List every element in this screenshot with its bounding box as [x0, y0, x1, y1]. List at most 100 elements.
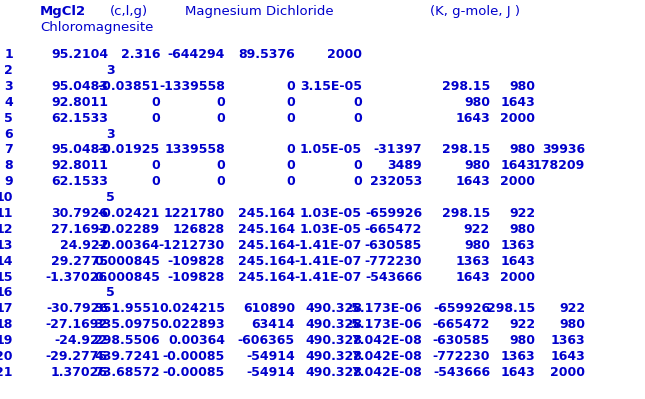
Text: 1339558: 1339558 — [164, 143, 225, 156]
Text: (c,l,g): (c,l,g) — [110, 5, 148, 18]
Text: 30.7926: 30.7926 — [51, 207, 108, 220]
Text: 490.328: 490.328 — [305, 334, 362, 347]
Text: 0: 0 — [286, 143, 295, 156]
Text: 0: 0 — [286, 112, 295, 124]
Text: 7: 7 — [5, 143, 13, 156]
Text: 980: 980 — [559, 318, 585, 331]
Text: 92.8011: 92.8011 — [51, 96, 108, 109]
Text: 6: 6 — [5, 128, 13, 140]
Text: 92.8011: 92.8011 — [51, 159, 108, 172]
Text: 20: 20 — [0, 350, 13, 363]
Text: (K, g-mole, J ): (K, g-mole, J ) — [430, 5, 520, 18]
Text: 980: 980 — [509, 223, 535, 236]
Text: 63414: 63414 — [252, 318, 295, 331]
Text: 3489: 3489 — [388, 159, 422, 172]
Text: 2000: 2000 — [500, 112, 535, 124]
Text: 298.15: 298.15 — [442, 80, 490, 93]
Text: 335.0975: 335.0975 — [94, 318, 160, 331]
Text: 298.5506: 298.5506 — [94, 334, 160, 347]
Text: 298.15: 298.15 — [442, 143, 490, 156]
Text: 13: 13 — [0, 239, 13, 252]
Text: 1.03E-05: 1.03E-05 — [300, 207, 362, 220]
Text: 19: 19 — [0, 334, 13, 347]
Text: 1: 1 — [5, 48, 13, 61]
Text: -109828: -109828 — [168, 255, 225, 268]
Text: 980: 980 — [509, 80, 535, 93]
Text: 922: 922 — [509, 207, 535, 220]
Text: 8: 8 — [5, 159, 13, 172]
Text: 7.042E-08: 7.042E-08 — [352, 366, 422, 379]
Text: 24.922: 24.922 — [59, 239, 108, 252]
Text: -1.41E-07: -1.41E-07 — [295, 271, 362, 284]
Text: 0.00364: 0.00364 — [168, 334, 225, 347]
Text: 0: 0 — [216, 159, 225, 172]
Text: 351.9551: 351.9551 — [94, 302, 160, 315]
Text: -644294: -644294 — [168, 48, 225, 61]
Text: 1221780: 1221780 — [164, 207, 225, 220]
Text: 0: 0 — [151, 112, 160, 124]
Text: 298.15: 298.15 — [487, 302, 535, 315]
Text: 1363: 1363 — [550, 334, 585, 347]
Text: 298.15: 298.15 — [442, 207, 490, 220]
Text: -54914: -54914 — [246, 366, 295, 379]
Text: -630585: -630585 — [433, 334, 490, 347]
Text: -54914: -54914 — [246, 350, 295, 363]
Text: 0.000845: 0.000845 — [94, 271, 160, 284]
Text: -772230: -772230 — [364, 255, 422, 268]
Text: 2000: 2000 — [500, 271, 535, 284]
Text: -5.173E-06: -5.173E-06 — [346, 318, 422, 331]
Text: -5.173E-06: -5.173E-06 — [346, 302, 422, 315]
Text: -772230: -772230 — [433, 350, 490, 363]
Text: 439.7241: 439.7241 — [94, 350, 160, 363]
Text: 1643: 1643 — [501, 366, 535, 379]
Text: 1.37026: 1.37026 — [51, 366, 108, 379]
Text: 1.05E-05: 1.05E-05 — [300, 143, 362, 156]
Text: 178209: 178209 — [533, 159, 585, 172]
Text: 245.164: 245.164 — [238, 239, 295, 252]
Text: -606365: -606365 — [238, 334, 295, 347]
Text: -665472: -665472 — [364, 223, 422, 236]
Text: 10: 10 — [0, 191, 13, 204]
Text: 0.024215: 0.024215 — [159, 302, 225, 315]
Text: 1643: 1643 — [550, 350, 585, 363]
Text: -1.37026: -1.37026 — [46, 271, 108, 284]
Text: 245.164: 245.164 — [238, 271, 295, 284]
Text: 12: 12 — [0, 223, 13, 236]
Text: Chloromagnesite: Chloromagnesite — [40, 21, 154, 34]
Text: 14: 14 — [0, 255, 13, 268]
Text: 1643: 1643 — [501, 255, 535, 268]
Text: 490.328: 490.328 — [305, 350, 362, 363]
Text: 3: 3 — [106, 64, 115, 77]
Text: 1643: 1643 — [455, 175, 490, 188]
Text: 73.68572: 73.68572 — [94, 366, 160, 379]
Text: 1643: 1643 — [501, 159, 535, 172]
Text: 5: 5 — [5, 112, 13, 124]
Text: 490.328: 490.328 — [305, 318, 362, 331]
Text: -543666: -543666 — [365, 271, 422, 284]
Text: 62.1533: 62.1533 — [51, 112, 108, 124]
Text: -1.41E-07: -1.41E-07 — [295, 255, 362, 268]
Text: 126828: 126828 — [173, 223, 225, 236]
Text: 922: 922 — [464, 223, 490, 236]
Text: -30.7926: -30.7926 — [46, 302, 108, 315]
Text: 21: 21 — [0, 366, 13, 379]
Text: -31397: -31397 — [373, 143, 422, 156]
Text: 245.164: 245.164 — [238, 207, 295, 220]
Text: 1.03E-05: 1.03E-05 — [300, 223, 362, 236]
Text: 62.1533: 62.1533 — [51, 175, 108, 188]
Text: 0.000845: 0.000845 — [94, 255, 160, 268]
Text: 0: 0 — [216, 175, 225, 188]
Text: 3: 3 — [106, 128, 115, 140]
Text: -27.1692: -27.1692 — [46, 318, 108, 331]
Text: 0: 0 — [151, 96, 160, 109]
Text: 18: 18 — [0, 318, 13, 331]
Text: 95.2104: 95.2104 — [51, 48, 108, 61]
Text: 980: 980 — [509, 143, 535, 156]
Text: 39936: 39936 — [542, 143, 585, 156]
Text: 29.2775: 29.2775 — [51, 255, 108, 268]
Text: -1.41E-07: -1.41E-07 — [295, 239, 362, 252]
Text: 1643: 1643 — [501, 96, 535, 109]
Text: 0: 0 — [286, 159, 295, 172]
Text: 245.164: 245.164 — [238, 255, 295, 268]
Text: 7.042E-08: 7.042E-08 — [352, 334, 422, 347]
